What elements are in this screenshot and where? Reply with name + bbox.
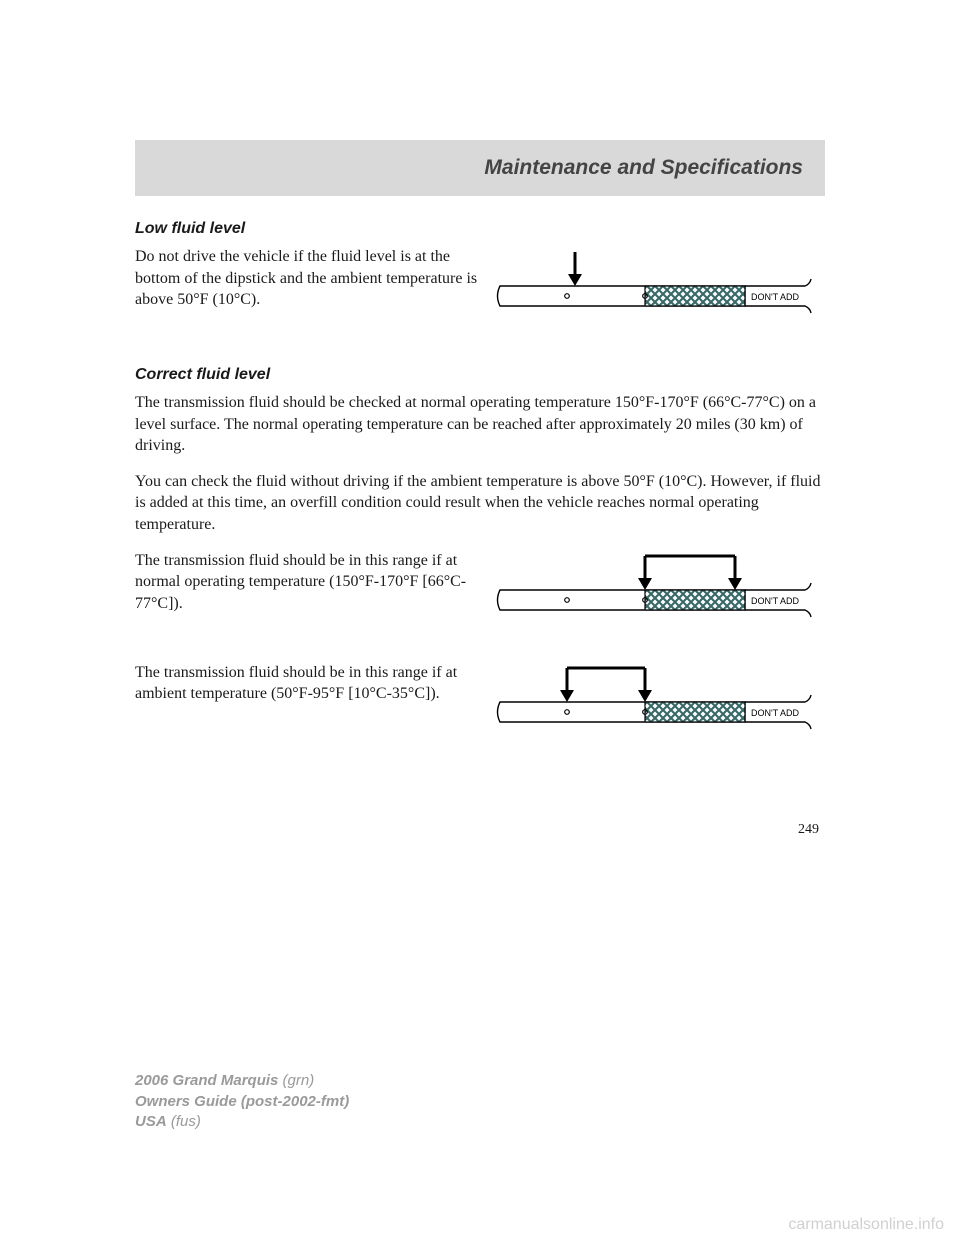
row-correct-1: The transmission fluid should be in this… <box>135 550 825 620</box>
dipstick-diagram-low: DON'T ADD <box>495 246 825 316</box>
text-low-fluid: Do not drive the vehicle if the fluid le… <box>135 246 483 316</box>
footer-region: USA <box>135 1113 167 1130</box>
svg-text:DON'T ADD: DON'T ADD <box>751 596 800 606</box>
watermark: carmanualsonline.info <box>788 1216 944 1234</box>
svg-text:DON'T ADD: DON'T ADD <box>751 708 800 718</box>
footer-region-code: (fus) <box>167 1113 201 1130</box>
svg-text:DON'T ADD: DON'T ADD <box>751 292 800 302</box>
dipstick-diagram-ambient-temp: DON'T ADD <box>495 662 825 732</box>
page-number: 249 <box>135 822 825 838</box>
row-correct-2: The transmission fluid should be in this… <box>135 662 825 732</box>
header-bar: Maintenance and Specifications <box>135 140 825 196</box>
text-correct-3: The transmission fluid should be in this… <box>135 550 483 620</box>
footer-block: 2006 Grand Marquis (grn) Owners Guide (p… <box>135 1071 349 1132</box>
text-correct-2: You can check the fluid without driving … <box>135 471 825 536</box>
page-content: Maintenance and Specifications Low fluid… <box>0 0 960 838</box>
footer-guide: Owners Guide (post-2002-fmt) <box>135 1092 349 1112</box>
heading-low-fluid: Low fluid level <box>135 220 825 238</box>
footer-model-code: (grn) <box>278 1072 314 1089</box>
dipstick-diagram-normal-temp: DON'T ADD <box>495 550 825 620</box>
heading-correct-fluid: Correct fluid level <box>135 366 825 384</box>
row-low-fluid: Do not drive the vehicle if the fluid le… <box>135 246 825 316</box>
header-title: Maintenance and Specifications <box>484 156 803 180</box>
footer-model: 2006 Grand Marquis <box>135 1072 278 1089</box>
text-correct-1: The transmission fluid should be checked… <box>135 392 825 457</box>
text-correct-4: The transmission fluid should be in this… <box>135 662 483 732</box>
